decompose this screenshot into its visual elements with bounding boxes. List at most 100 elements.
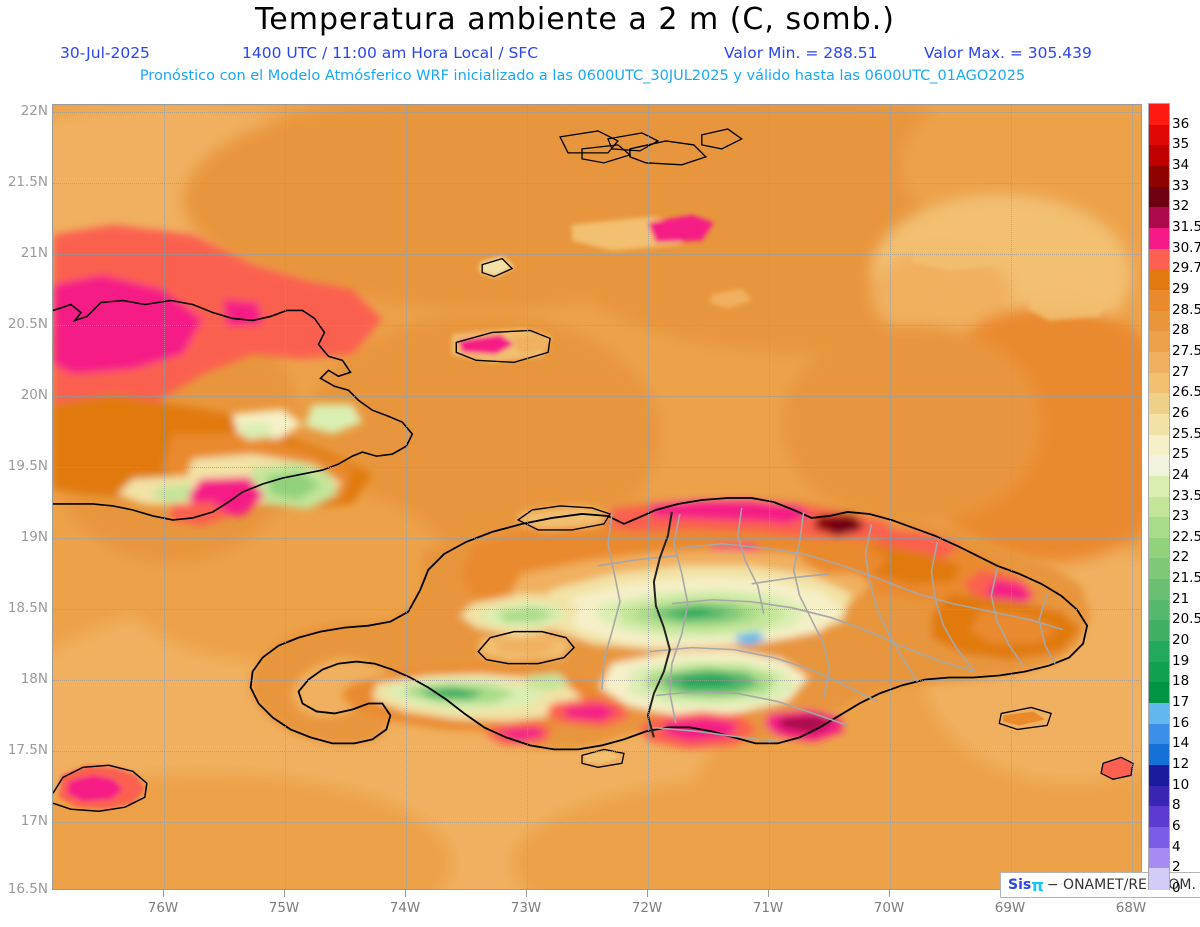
model-note: Pronóstico con el Modelo Atmósferico WRF… bbox=[139, 68, 1026, 84]
colorbar-swatch bbox=[1149, 641, 1169, 663]
xtick-label: 76W bbox=[147, 900, 179, 916]
saona-island bbox=[998, 706, 1052, 731]
xtick-label: 69W bbox=[994, 900, 1026, 916]
xtick-label: 72W bbox=[631, 900, 663, 916]
colorbar-swatch bbox=[1149, 744, 1169, 766]
colorbar-tick-label: 14 bbox=[1172, 735, 1190, 752]
ytick-label: 20.5N bbox=[7, 316, 48, 332]
colorbar-swatch bbox=[1149, 145, 1169, 167]
colorbar-swatch bbox=[1149, 227, 1169, 250]
hispaniola-coastline bbox=[249, 497, 1089, 751]
colorbar-tick-label: 25.5 bbox=[1172, 425, 1200, 442]
value-min: Valor Min. = 288.51 bbox=[724, 44, 878, 62]
colorbar-swatch bbox=[1149, 269, 1169, 291]
region-cuba bbox=[53, 224, 414, 526]
xtick-label: 74W bbox=[389, 900, 421, 916]
forecast-date: 30-Jul-2025 bbox=[60, 44, 150, 62]
gonave-island bbox=[477, 630, 576, 665]
colorbar-tick-label: 23.5 bbox=[1172, 487, 1200, 504]
subtitle-line: 30-Jul-2025 1400 UTC / 11:00 am Hora Loc… bbox=[52, 44, 1142, 64]
xtick-label: 71W bbox=[752, 900, 784, 916]
colorbar-tick-label: 24 bbox=[1172, 466, 1190, 483]
colorbar-swatch bbox=[1149, 517, 1169, 539]
colorbar-swatch bbox=[1149, 558, 1169, 580]
colorbar-swatch bbox=[1149, 496, 1169, 518]
colorbar-tick-label: 28 bbox=[1172, 322, 1190, 339]
region-hispaniola bbox=[249, 496, 1092, 768]
colorbar-tick-label: 32 bbox=[1172, 198, 1190, 215]
colorbar-tick-label: 26 bbox=[1172, 404, 1190, 421]
colorbar-tick-label: 31.5 bbox=[1172, 218, 1200, 235]
colorbar-tick-label: 25 bbox=[1172, 446, 1190, 463]
beata-island bbox=[581, 748, 625, 768]
region-jamaica bbox=[53, 764, 148, 812]
colorbar-tick-label: 20.5 bbox=[1172, 611, 1200, 628]
colorbar-tick-label: 0 bbox=[1172, 880, 1181, 896]
colorbar bbox=[1148, 103, 1170, 890]
colorbar-tick-label: 33 bbox=[1172, 177, 1190, 194]
jamaica-coastline bbox=[53, 764, 148, 812]
colorbar-tick-label: 21 bbox=[1172, 590, 1190, 607]
colorbar-swatch bbox=[1149, 393, 1169, 415]
colorbar-swatch bbox=[1149, 248, 1169, 270]
colorbar-swatch bbox=[1149, 806, 1169, 828]
temperature-contour-svg bbox=[53, 105, 1141, 889]
province-boundaries bbox=[597, 507, 1064, 743]
colorbar-tick-label: 12 bbox=[1172, 756, 1190, 773]
colorbar-swatch bbox=[1149, 124, 1169, 146]
region-puerto-rico bbox=[1100, 756, 1134, 780]
ytick-label: 17N bbox=[20, 813, 48, 829]
cuba-coastline bbox=[53, 299, 414, 521]
colorbar-swatch bbox=[1149, 682, 1169, 704]
colorbar-swatch bbox=[1149, 599, 1169, 622]
colorbar-tick-label: 20 bbox=[1172, 632, 1190, 649]
colorbar-swatch bbox=[1149, 165, 1169, 188]
colorbar-swatch bbox=[1149, 868, 1169, 890]
ytick-label: 19N bbox=[20, 529, 48, 545]
colorbar-tick-label: 22.5 bbox=[1172, 528, 1200, 545]
page-title: Temperatura ambiente a 2 m (C, somb.) bbox=[255, 2, 895, 37]
colorbar-swatch bbox=[1149, 703, 1169, 725]
colorbar-tick-labels: 36 35 34 33 32 31.5 30.7 29.7 29 28.5 28 27.5 27 26.5… bbox=[1172, 103, 1200, 896]
colorbar-tick-label: 22 bbox=[1172, 549, 1190, 566]
colorbar-tick-label: 6 bbox=[1172, 818, 1181, 835]
colorbar-tick-label: 27 bbox=[1172, 363, 1190, 380]
map-plot-area bbox=[52, 104, 1142, 890]
colorbar-swatch bbox=[1149, 104, 1169, 126]
colorbar-tick-label: 29 bbox=[1172, 280, 1190, 297]
colorbar-tick-label: 2 bbox=[1172, 859, 1181, 876]
colorbar-tick-label: 28.5 bbox=[1172, 301, 1200, 318]
ytick-label: 16.5N bbox=[7, 881, 48, 897]
ytick-label: 21N bbox=[20, 245, 48, 261]
ytick-label: 18.5N bbox=[7, 600, 48, 616]
colorbar-tick-label: 34 bbox=[1172, 156, 1190, 173]
colorbar-swatch bbox=[1149, 331, 1169, 353]
watermark-pi-symbol: π bbox=[1031, 875, 1044, 895]
colorbar-swatch bbox=[1149, 723, 1169, 745]
colorbar-swatch bbox=[1149, 455, 1169, 477]
ytick-label: 17.5N bbox=[7, 742, 48, 758]
colorbar-tick-label: 27.5 bbox=[1172, 342, 1200, 359]
colorbar-swatch bbox=[1149, 207, 1169, 229]
colorbar-tick-label: 36 bbox=[1172, 115, 1190, 132]
colorbar-swatch bbox=[1149, 661, 1169, 683]
colorbar-swatch bbox=[1149, 765, 1169, 787]
colorbar-swatch bbox=[1149, 434, 1169, 456]
colorbar-tick-label: 19 bbox=[1172, 652, 1190, 669]
colorbar-tick-label: 35 bbox=[1172, 136, 1190, 153]
valid-time: 1400 UTC / 11:00 am Hora Local / SFC bbox=[242, 44, 539, 62]
colorbar-tick-label: 29.7 bbox=[1172, 260, 1200, 277]
xtick-label: 68W bbox=[1115, 900, 1147, 916]
colorbar-swatch bbox=[1149, 579, 1169, 601]
xtick-label: 73W bbox=[510, 900, 542, 916]
haiti-dr-border bbox=[646, 511, 673, 738]
region-bahamas-keys bbox=[452, 128, 752, 364]
ytick-label: 21.5N bbox=[7, 174, 48, 190]
colorbar-tick-label: 23 bbox=[1172, 508, 1190, 525]
colorbar-tick-label: 26.5 bbox=[1172, 384, 1200, 401]
colorbar-tick-label: 17 bbox=[1172, 694, 1190, 711]
colorbar-swatch bbox=[1149, 827, 1169, 849]
colorbar-tick-label: 18 bbox=[1172, 673, 1190, 690]
ytick-label: 19.5N bbox=[7, 458, 48, 474]
colorbar-swatch bbox=[1149, 289, 1169, 312]
